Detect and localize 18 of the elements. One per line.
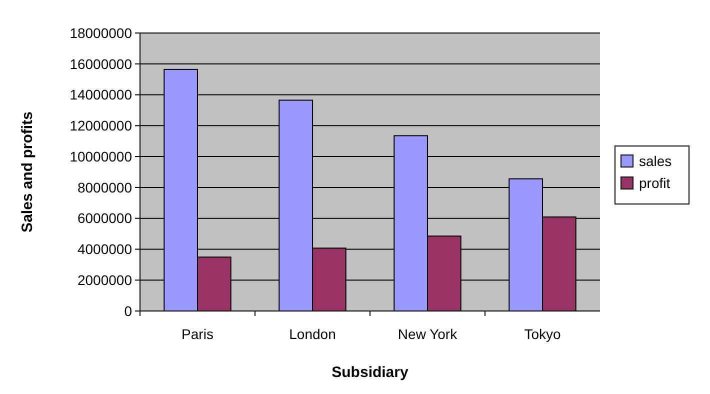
- x-tick-label: London: [289, 326, 336, 342]
- y-tick-label: 2000000: [77, 272, 132, 288]
- legend-label: profit: [639, 174, 670, 191]
- y-tick-label: 14000000: [70, 86, 132, 103]
- y-tick-label: 6000000: [77, 210, 132, 226]
- legend-label: sales: [639, 152, 672, 169]
- y-tick-label: 8000000: [77, 179, 132, 196]
- y-tick-label: 16000000: [70, 56, 132, 72]
- y-tick-label: 18000000: [70, 24, 132, 41]
- x-tick-label: Paris: [182, 326, 214, 342]
- y-tick-label: 0: [124, 302, 132, 319]
- x-tick-label: Tokyo: [524, 326, 561, 342]
- y-tick-label: 10000000: [70, 148, 132, 164]
- x-axis-title: Subsidiary: [332, 364, 409, 381]
- y-tick-label: 4000000: [77, 241, 132, 258]
- y-axis-title: Sales and profits: [19, 112, 36, 232]
- y-tick-label: 12000000: [70, 118, 132, 134]
- x-tick-label: New York: [398, 326, 458, 342]
